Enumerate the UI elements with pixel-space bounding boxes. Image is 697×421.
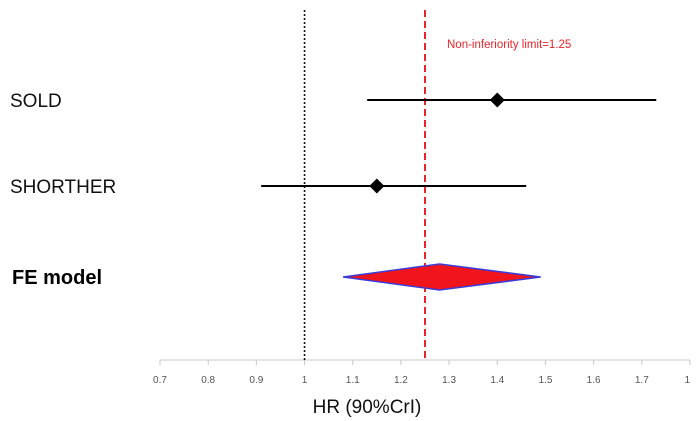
x-tick-label: 1 — [684, 375, 690, 386]
pooled-estimate-diamond — [342, 263, 541, 291]
x-tick-label: 1.3 — [442, 375, 456, 386]
study-label: SHORTHER — [10, 177, 116, 198]
x-tick-label: 1.5 — [539, 375, 553, 386]
chart-marks — [261, 92, 657, 291]
study-label: SOLD — [10, 91, 62, 112]
x-tick-label: 1.7 — [635, 375, 649, 386]
x-axis-title: HR (90%CrI) — [313, 397, 422, 418]
point-estimate — [369, 178, 385, 194]
row-labels: SOLD SHORTHER FE model — [10, 91, 116, 289]
x-tick-label: 0.7 — [153, 375, 167, 386]
x-tick-label: 1 — [302, 375, 308, 386]
x-axis: 0.7 0.8 0.9 1 1.1 1.2 1.3 1.4 1.5 1.6 1.7 1 — [153, 359, 691, 386]
point-estimate — [489, 92, 505, 108]
x-tick-label: 1.6 — [587, 375, 601, 386]
x-tick-label: 0.9 — [249, 375, 263, 386]
x-tick-label: 1.2 — [394, 375, 408, 386]
pooled-label: FE model — [12, 267, 102, 289]
x-tick-label: 1.1 — [346, 375, 360, 386]
x-tick-label: 0.8 — [201, 375, 215, 386]
reference-lines — [303, 10, 426, 360]
x-tick-label: 1.4 — [490, 375, 504, 386]
non-inferiority-annotation: Non-inferiority limit=1.25 — [447, 39, 571, 51]
